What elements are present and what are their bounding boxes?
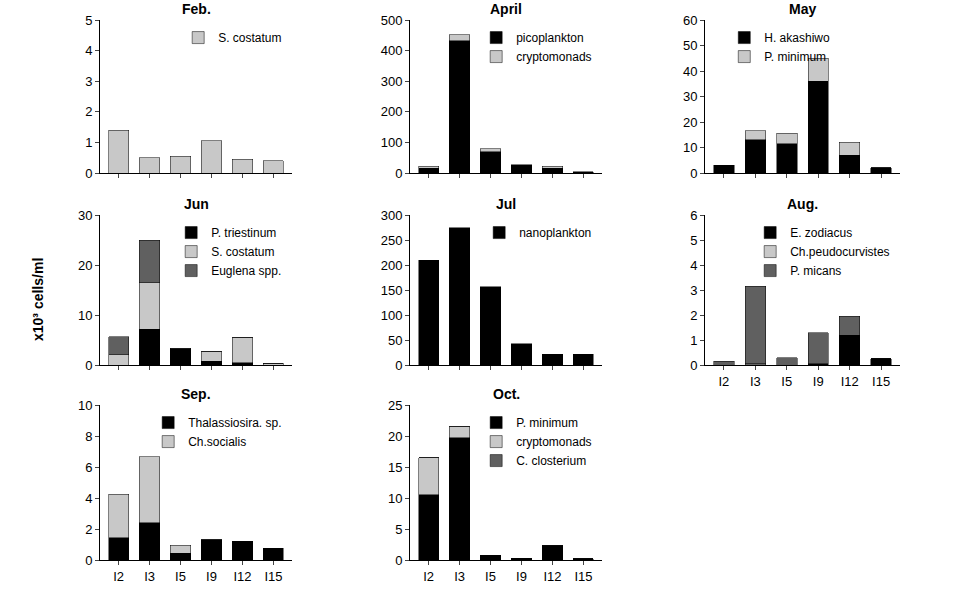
svg-text:E. zodiacus: E. zodiacus: [790, 226, 852, 240]
svg-text:200: 200: [381, 104, 403, 119]
svg-text:2: 2: [690, 308, 697, 323]
svg-text:200: 200: [381, 258, 403, 273]
svg-text:0: 0: [690, 358, 697, 373]
svg-text:I12: I12: [233, 569, 251, 584]
svg-text:0: 0: [690, 166, 697, 181]
svg-text:I3: I3: [144, 569, 155, 584]
svg-text:0: 0: [85, 553, 92, 568]
svg-text:Oct.: Oct.: [493, 386, 520, 402]
svg-text:P. minimum: P. minimum: [516, 416, 578, 430]
svg-text:Jul: Jul: [496, 196, 516, 212]
svg-text:S. costatum: S. costatum: [211, 245, 274, 259]
svg-text:2: 2: [85, 104, 92, 119]
svg-text:I15: I15: [872, 374, 890, 389]
svg-text:C. closterium: C. closterium: [516, 454, 586, 468]
svg-text:300: 300: [381, 208, 403, 223]
svg-text:P. micans: P. micans: [790, 264, 841, 278]
svg-text:25: 25: [388, 398, 402, 413]
svg-text:I9: I9: [813, 374, 824, 389]
svg-text:I9: I9: [516, 569, 527, 584]
svg-text:I5: I5: [175, 569, 186, 584]
svg-text:30: 30: [683, 89, 697, 104]
svg-text:30: 30: [78, 208, 92, 223]
svg-text:0: 0: [395, 358, 402, 373]
svg-text:60: 60: [683, 13, 697, 28]
svg-text:5: 5: [395, 522, 402, 537]
svg-text:6: 6: [85, 460, 92, 475]
svg-text:10: 10: [683, 140, 697, 155]
svg-text:4: 4: [690, 258, 697, 273]
svg-text:300: 300: [381, 74, 403, 89]
svg-text:Aug.: Aug.: [787, 196, 818, 212]
svg-text:picoplankton: picoplankton: [516, 31, 583, 45]
svg-text:I5: I5: [485, 569, 496, 584]
svg-text:2: 2: [85, 522, 92, 537]
svg-text:10: 10: [78, 308, 92, 323]
svg-text:I5: I5: [781, 374, 792, 389]
svg-text:20: 20: [683, 115, 697, 130]
svg-text:cryptomonads: cryptomonads: [516, 50, 591, 64]
svg-text:I12: I12: [841, 374, 859, 389]
svg-text:H. akashiwo: H. akashiwo: [764, 31, 830, 45]
svg-text:5: 5: [85, 13, 92, 28]
svg-text:0: 0: [395, 553, 402, 568]
svg-text:0: 0: [85, 166, 92, 181]
svg-text:I2: I2: [423, 569, 434, 584]
svg-text:40: 40: [683, 64, 697, 79]
svg-text:Sep.: Sep.: [181, 386, 211, 402]
svg-text:10: 10: [78, 398, 92, 413]
svg-text:I3: I3: [454, 569, 465, 584]
svg-text:250: 250: [381, 233, 403, 248]
svg-text:Thalassiosira. sp.: Thalassiosira. sp.: [188, 416, 281, 430]
svg-text:0: 0: [85, 358, 92, 373]
svg-text:100: 100: [381, 135, 403, 150]
svg-text:I12: I12: [543, 569, 561, 584]
svg-text:4: 4: [85, 491, 92, 506]
svg-text:May: May: [789, 1, 816, 17]
svg-text:April: April: [490, 1, 522, 17]
svg-text:S. costatum: S. costatum: [218, 31, 281, 45]
svg-text:20: 20: [388, 429, 402, 444]
svg-text:x10³ cells/ml: x10³ cells/ml: [30, 258, 46, 341]
svg-text:0: 0: [395, 166, 402, 181]
svg-text:1: 1: [85, 135, 92, 150]
svg-text:50: 50: [683, 38, 697, 53]
svg-text:I3: I3: [750, 374, 761, 389]
svg-text:3: 3: [85, 74, 92, 89]
svg-text:100: 100: [381, 308, 403, 323]
svg-text:50: 50: [388, 333, 402, 348]
svg-text:400: 400: [381, 43, 403, 58]
svg-text:cryptomonads: cryptomonads: [516, 435, 591, 449]
svg-text:15: 15: [388, 460, 402, 475]
svg-text:Ch.socialis: Ch.socialis: [188, 435, 246, 449]
svg-text:Jun: Jun: [184, 196, 209, 212]
svg-text:5: 5: [690, 233, 697, 248]
svg-text:1: 1: [690, 333, 697, 348]
svg-text:Ch.peudocurvistes: Ch.peudocurvistes: [790, 245, 889, 259]
svg-text:P. minimum: P. minimum: [764, 50, 826, 64]
svg-text:P. triestinum: P. triestinum: [211, 226, 276, 240]
svg-text:I15: I15: [264, 569, 282, 584]
svg-text:20: 20: [78, 258, 92, 273]
svg-text:10: 10: [388, 491, 402, 506]
svg-text:nanoplankton: nanoplankton: [519, 226, 591, 240]
svg-text:150: 150: [381, 283, 403, 298]
svg-text:Feb.: Feb.: [182, 1, 211, 17]
svg-text:I15: I15: [574, 569, 592, 584]
svg-text:I2: I2: [718, 374, 729, 389]
svg-text:I2: I2: [113, 569, 124, 584]
svg-text:Euglena spp.: Euglena spp.: [211, 264, 281, 278]
svg-text:6: 6: [690, 208, 697, 223]
svg-text:3: 3: [690, 283, 697, 298]
svg-text:500: 500: [381, 13, 403, 28]
svg-text:I9: I9: [206, 569, 217, 584]
svg-text:4: 4: [85, 43, 92, 58]
svg-text:8: 8: [85, 429, 92, 444]
